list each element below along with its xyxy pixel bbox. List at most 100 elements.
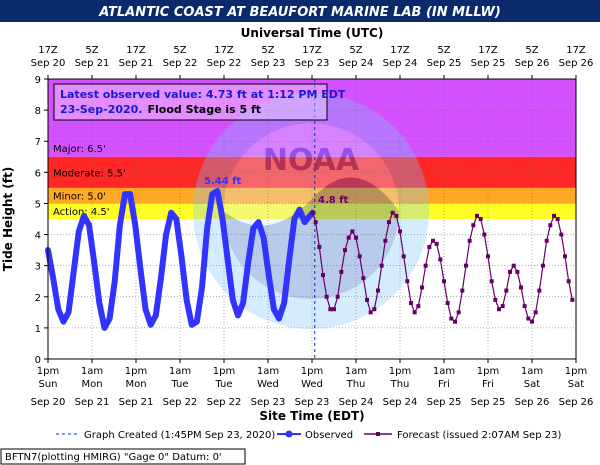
forecast-point: [467, 238, 472, 243]
forecast-point: [390, 210, 395, 215]
forecast-point: [559, 232, 564, 237]
forecast-point: [471, 223, 476, 228]
top-tick-date: Sep 22: [163, 58, 198, 69]
y-tick-label: 1: [35, 324, 41, 335]
forecast-point: [372, 307, 377, 312]
flood-stage-labels: Action: 4.5' Minor: 5.0' Moderate: 5.5' Maj…: [53, 144, 126, 218]
forecast-point: [431, 238, 435, 243]
forecast-point: [379, 263, 384, 268]
y-axis-title: Tide Height (ft): [1, 167, 15, 271]
forecast-point: [409, 301, 413, 305]
observed-point: [92, 260, 97, 265]
x-tick-day: Sat: [568, 379, 584, 390]
x-tick-day: Wed: [301, 379, 323, 390]
forecast-point: [332, 307, 336, 312]
observed-point: [143, 307, 148, 312]
legend-graph-created-label: Graph Created (1:45PM Sep 23, 2020): [84, 430, 275, 441]
info-box-frame: [53, 83, 328, 121]
observed-point: [107, 316, 112, 321]
forecast-point: [533, 310, 538, 315]
x-tick-date: Sep 20: [31, 397, 66, 408]
forecast-point: [368, 310, 373, 315]
forecast-max-label: 4.8 ft: [318, 195, 349, 206]
forecast-point: [324, 294, 329, 299]
x-tick-time: 1am: [257, 366, 279, 377]
top-tick-date: Sep 24: [339, 58, 374, 69]
observed-point: [112, 279, 117, 284]
x-tick-day: Mon: [125, 379, 146, 390]
forecast-point: [339, 269, 344, 274]
x-tick-day: Thu: [346, 379, 366, 390]
x-tick-date: Sep 26: [515, 397, 550, 408]
top-tick-date: Sep 20: [31, 58, 66, 69]
forecast-point: [361, 276, 366, 281]
y-tick-label: 6: [35, 168, 41, 179]
x-tick-time: 1am: [345, 366, 367, 377]
forecast-point: [445, 301, 450, 305]
info-box-flood: Flood Stage is 5 ft: [148, 103, 262, 116]
observed-point: [266, 272, 271, 278]
forecast-point: [478, 217, 483, 221]
forecast-point: [434, 241, 439, 246]
svg-text:NOAA: NOAA: [263, 143, 360, 178]
forecast-point: [335, 294, 340, 299]
top-tick-date: Sep 25: [427, 58, 462, 69]
observed-point: [271, 307, 277, 312]
observed-point: [102, 325, 107, 331]
x-tick-time: 1pm: [37, 366, 59, 377]
forecast-point: [365, 297, 369, 302]
forecast-point: [401, 254, 406, 259]
top-axis-title: Universal Time (UTC): [241, 26, 384, 40]
x-tick-time: 1am: [433, 366, 455, 377]
chart-title: ATLANTIC COAST AT BEAUFORT MARINE LAB (I…: [98, 5, 501, 20]
forecast-point: [504, 288, 509, 293]
x-tick-day: Tue: [214, 379, 232, 390]
x-tick-time: 1pm: [477, 366, 499, 377]
observed-point: [210, 191, 215, 197]
forecast-point: [394, 213, 399, 218]
forecast-point: [500, 304, 505, 309]
forecast-point: [555, 217, 560, 221]
x-tick-date: Sep 24: [383, 397, 418, 408]
forecast-point: [552, 213, 556, 218]
footer-box: [0, 448, 246, 465]
y-tick-label: 5: [35, 199, 41, 210]
x-tick-day: Thu: [390, 379, 410, 390]
observed-point: [292, 216, 297, 222]
forecast-point: [412, 310, 417, 315]
observed-max-label: 5.44 ft: [204, 176, 242, 187]
forecast-point: [526, 316, 531, 321]
forecast-point: [453, 319, 457, 324]
x-tick-day: Tue: [170, 379, 188, 390]
forecast-point: [427, 245, 432, 249]
bottom-axis-ticks: 1pm Sun Sep 20 1am Mon Sep 21 1pm Mon Sep 21 1am T…: [31, 359, 593, 408]
forecast-point: [354, 235, 358, 240]
observed-point: [256, 219, 261, 225]
top-tick-time: 5Z: [349, 45, 362, 56]
top-tick-time: 5Z: [437, 45, 450, 56]
observed-point: [240, 300, 246, 306]
x-tick-date: Sep 25: [427, 397, 462, 408]
y-tick-label: 7: [35, 137, 41, 148]
y-tick-label: 2: [35, 293, 41, 304]
forecast-point: [464, 263, 468, 268]
observed-point: [297, 207, 302, 212]
forecast-point: [486, 254, 490, 259]
forecast-point: [442, 279, 446, 284]
x-tick-date: Sep 24: [339, 397, 374, 408]
x-tick-day: Fri: [482, 379, 494, 390]
observed-point: [246, 260, 251, 265]
top-tick-time: 5Z: [525, 45, 538, 56]
legend-observed-swatch-dot: [285, 430, 293, 438]
x-tick-date: Sep 25: [471, 397, 506, 408]
forecast-point: [497, 307, 501, 312]
observed-point: [50, 275, 56, 281]
observed-point: [194, 319, 200, 324]
title-bar: [0, 0, 600, 22]
x-tick-time: 1pm: [213, 366, 235, 377]
forecast-point: [420, 285, 424, 290]
observed-point: [148, 322, 153, 327]
x-tick-date: Sep 21: [119, 397, 154, 408]
forecast-point: [493, 297, 498, 302]
